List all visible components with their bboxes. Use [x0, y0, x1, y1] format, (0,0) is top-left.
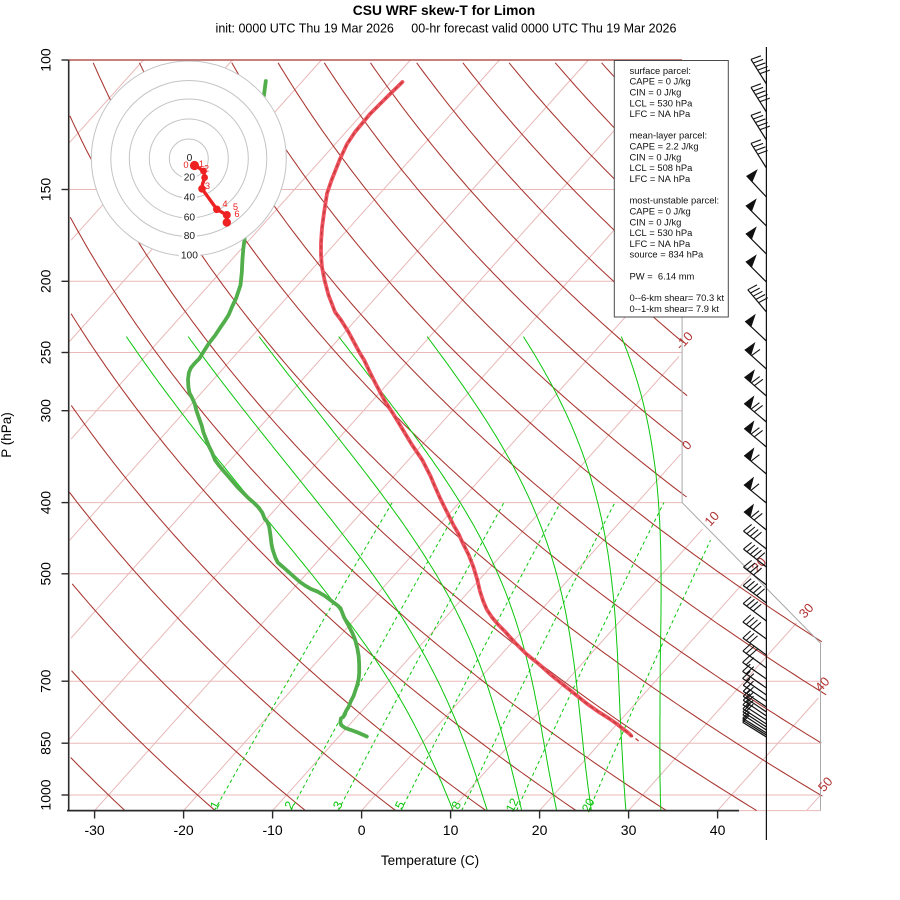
svg-text:20: 20 [532, 822, 548, 838]
svg-text:2: 2 [204, 162, 209, 173]
svg-text:CAPE = 0 J/kg: CAPE = 0 J/kg [630, 206, 691, 217]
svg-text:0: 0 [183, 159, 188, 170]
svg-text:700: 700 [38, 669, 54, 693]
svg-text:100: 100 [38, 48, 54, 72]
svg-text:100: 100 [181, 251, 198, 262]
svg-text:CIN = 0 J/kg: CIN = 0 J/kg [630, 151, 682, 162]
svg-text:0--1-km shear= 7.9 kt: 0--1-km shear= 7.9 kt [630, 303, 720, 314]
svg-text:2: 2 [282, 799, 298, 812]
svg-text:CAPE = 0 J/kg: CAPE = 0 J/kg [630, 76, 691, 87]
svg-text:6: 6 [234, 208, 239, 219]
svg-text:20: 20 [579, 796, 598, 815]
svg-text:40: 40 [812, 674, 833, 695]
svg-text:500: 500 [38, 562, 54, 586]
svg-text:400: 400 [38, 491, 54, 515]
svg-text:CAPE = 2.2 J/kg: CAPE = 2.2 J/kg [630, 141, 699, 152]
svg-text:-10: -10 [672, 329, 696, 353]
svg-text:250: 250 [38, 341, 54, 365]
svg-text:3: 3 [330, 799, 346, 812]
svg-text:50: 50 [815, 774, 836, 795]
svg-text:PW = 6.14 mm: PW = 6.14 mm [630, 270, 695, 281]
svg-text:150: 150 [38, 178, 54, 202]
svg-text:-10: -10 [262, 822, 282, 838]
svg-text:8: 8 [449, 799, 465, 812]
svg-text:Temperature (C): Temperature (C) [381, 853, 479, 868]
svg-text:30: 30 [621, 822, 637, 838]
svg-text:LFC = NA hPa: LFC = NA hPa [630, 238, 691, 249]
svg-text:3: 3 [205, 180, 210, 191]
svg-text:5: 5 [233, 201, 238, 212]
svg-text:-30: -30 [84, 822, 104, 838]
svg-text:surface parcel:: surface parcel: [630, 65, 692, 76]
svg-text:1: 1 [207, 799, 223, 812]
svg-text:200: 200 [38, 269, 54, 293]
svg-text:40: 40 [184, 193, 196, 204]
svg-text:20: 20 [184, 173, 196, 184]
svg-text:850: 850 [38, 731, 54, 755]
svg-text:0: 0 [679, 437, 695, 452]
svg-text:mean-layer parcel:: mean-layer parcel: [630, 130, 708, 141]
svg-text:P (hPa): P (hPa) [0, 412, 14, 458]
svg-text:40: 40 [710, 822, 726, 838]
svg-text:LCL = 508 hPa: LCL = 508 hPa [630, 162, 694, 173]
svg-text:LCL = 530 hPa: LCL = 530 hPa [630, 97, 694, 108]
svg-text:-20: -20 [173, 822, 193, 838]
svg-text:0: 0 [358, 822, 366, 838]
svg-text:LFC = NA hPa: LFC = NA hPa [630, 108, 691, 119]
svg-text:60: 60 [184, 213, 196, 224]
svg-text:0: 0 [187, 153, 193, 164]
svg-text:80: 80 [184, 231, 196, 242]
svg-text:30: 30 [796, 600, 817, 621]
svg-text:1: 1 [199, 158, 204, 169]
svg-text:LFC = NA hPa: LFC = NA hPa [630, 173, 691, 184]
svg-text:1000: 1000 [38, 779, 54, 810]
svg-text:300: 300 [38, 399, 54, 423]
svg-text:CIN = 0 J/kg: CIN = 0 J/kg [630, 216, 682, 227]
svg-text:source = 834 hPa: source = 834 hPa [630, 249, 705, 260]
svg-text:LCL = 530 hPa: LCL = 530 hPa [630, 227, 694, 238]
svg-text:CIN = 0 J/kg: CIN = 0 J/kg [630, 86, 682, 97]
svg-text:CSU WRF skew-T for Limon: CSU WRF skew-T for Limon [353, 3, 535, 18]
svg-text:10: 10 [443, 822, 459, 838]
svg-text:0--6-km shear= 70.3 kt: 0--6-km shear= 70.3 kt [630, 292, 725, 303]
svg-text:init: 0000 UTC Thu 19 Mar 2026: init: 0000 UTC Thu 19 Mar 2026 00-hr for… [216, 22, 677, 36]
svg-text:most-unstable parcel:: most-unstable parcel: [630, 195, 720, 206]
svg-text:4: 4 [222, 198, 227, 209]
